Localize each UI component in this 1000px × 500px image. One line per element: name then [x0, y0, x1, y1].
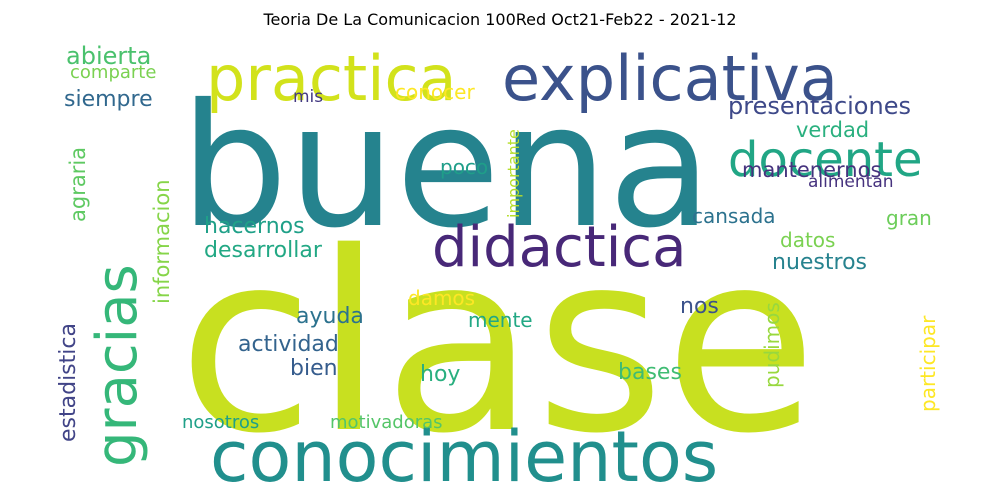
word-damos: damos — [408, 286, 476, 310]
word-agraria: agraria — [66, 146, 90, 222]
word-pudimos: pudimos — [760, 302, 784, 388]
word-gran: gran — [886, 206, 932, 230]
word-desarrollar: desarrollar — [204, 238, 322, 263]
word-cloud: clase buena conocimientos practica explicati… — [40, 42, 960, 482]
word-bien: bien — [290, 356, 338, 381]
word-alimentan: alimentan — [808, 172, 894, 192]
word-docente: docente — [728, 132, 923, 188]
word-conocer: conocer — [395, 80, 475, 104]
word-clase: clase — [178, 200, 818, 482]
word-conocimientos: conocimientos — [210, 416, 719, 482]
word-comparte: comparte — [70, 62, 157, 83]
word-hoy: hoy — [420, 362, 461, 387]
word-explicativa: explicativa — [502, 42, 838, 115]
word-mis: mis — [293, 87, 324, 107]
word-actividad: actividad — [238, 332, 339, 357]
word-buena: buena — [180, 68, 713, 266]
word-datos: datos — [780, 228, 836, 252]
word-siempre: siempre — [64, 87, 153, 112]
word-importante: importante — [504, 129, 523, 218]
word-presentaciones: presentaciones — [728, 92, 911, 120]
chart-title: Teoria De La Comunicacion 100Red Oct21-F… — [263, 10, 737, 29]
word-ayuda: ayuda — [296, 304, 364, 329]
word-cansada: cansada — [692, 204, 776, 228]
word-hacernos: hacernos — [204, 214, 305, 239]
word-poco: poco — [440, 155, 489, 179]
word-nuestros: nuestros — [772, 250, 867, 275]
word-gracias: gracias — [85, 264, 150, 467]
word-abierta: abierta — [66, 42, 152, 70]
word-nosotros: nosotros — [182, 412, 260, 433]
word-mantenernos: mantenernos — [742, 158, 882, 182]
word-didactica: didactica — [432, 215, 687, 280]
word-practica: practica — [206, 42, 457, 115]
word-participar: participar — [916, 315, 940, 412]
word-mente: mente — [468, 308, 533, 332]
word-informacion: informacion — [150, 179, 174, 304]
word-nos: nos — [680, 294, 719, 319]
word-verdad: verdad — [796, 118, 870, 142]
word-estadistica: estadistica — [56, 323, 81, 442]
word-bases: bases — [618, 360, 682, 385]
word-motivadoras: motivadoras — [330, 412, 443, 433]
